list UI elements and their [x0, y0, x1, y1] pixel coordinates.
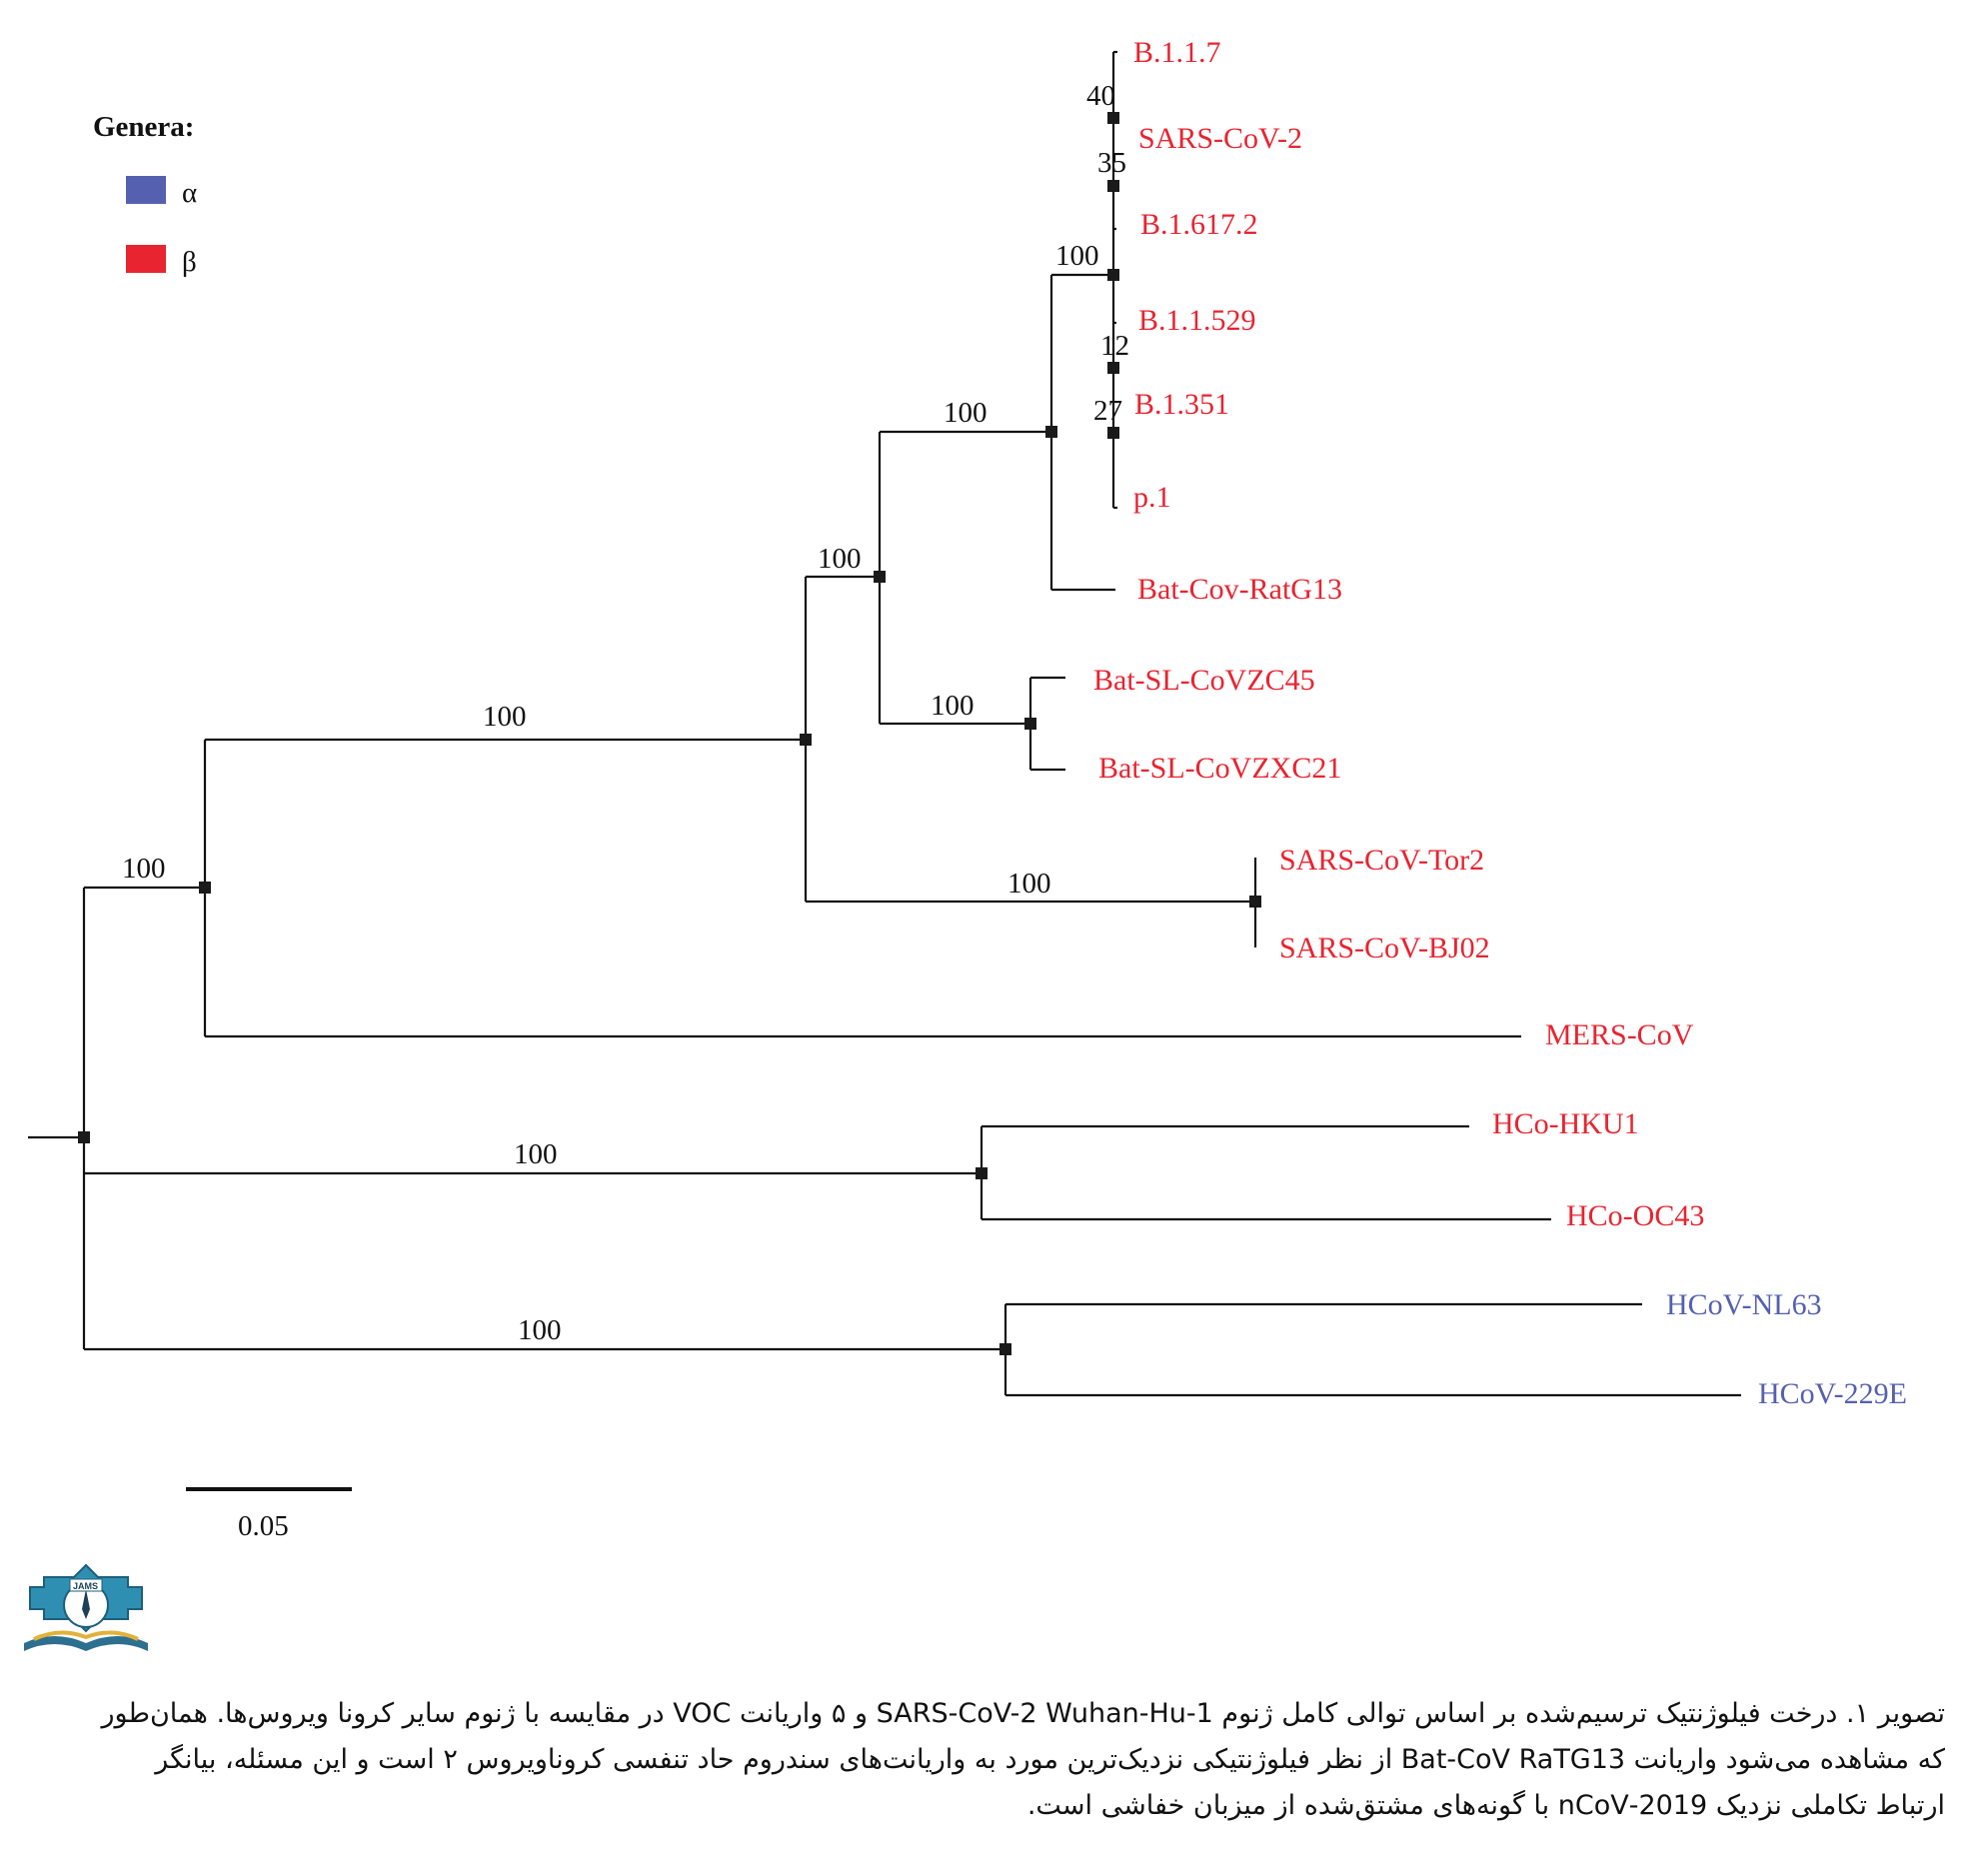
- support-values: 100 100 100 100 100 40 35 12 27 100 100 …: [122, 80, 1129, 1346]
- caption-line: ارتباط تکاملی نزدیک 2019-nCoV با گونه‌ها…: [1026, 1790, 1945, 1821]
- node-marker-cov2-clade: [1107, 269, 1119, 281]
- node-markers: [78, 112, 1261, 1355]
- taxon-label-229e: HCoV-229E: [1758, 1377, 1907, 1410]
- taxon-label-b11529: B.1.1.529: [1138, 304, 1256, 337]
- taxon-label-zc45: Bat-SL-CoVZC45: [1093, 664, 1315, 697]
- legend-title: Genera:: [93, 111, 194, 143]
- support-label: 100: [1007, 868, 1051, 900]
- legend-label-beta: β: [182, 246, 197, 278]
- support-label: 100: [122, 853, 166, 885]
- node-marker-cov2-bats: [874, 571, 886, 583]
- node-marker-zc-clade: [1024, 718, 1036, 730]
- support-label: 100: [818, 543, 862, 575]
- legend-label-alpha: α: [182, 177, 197, 209]
- taxon-label-zxc21: Bat-SL-CoVZXC21: [1098, 752, 1341, 785]
- node-marker-embeco: [976, 1167, 988, 1179]
- node-marker-beta-main: [199, 882, 211, 894]
- caption-line: تصویر ۱. درخت فیلوژنتیک ترسیم‌شده بر اسا…: [101, 1698, 1945, 1729]
- support-label: 100: [518, 1314, 562, 1346]
- support-label: 100: [483, 701, 527, 733]
- legend-swatch-alpha: [126, 176, 166, 204]
- taxon-label-sars-cov-2: SARS-CoV-2: [1138, 122, 1302, 155]
- taxon-label-p1: p.1: [1133, 481, 1171, 514]
- svg-text:JAMS: JAMS: [73, 1581, 98, 1591]
- node-marker-cov2-ratg: [1045, 426, 1057, 438]
- taxon-label-tor2: SARS-CoV-Tor2: [1279, 844, 1484, 877]
- tree-branches: [28, 50, 1741, 1397]
- node-marker-27: [1107, 427, 1119, 439]
- node-marker-40: [1107, 112, 1119, 124]
- jams-logo: JAMS: [24, 1563, 148, 1651]
- node-marker-sarbeco: [800, 734, 812, 746]
- support-label: 100: [931, 690, 975, 722]
- taxon-label-bj02: SARS-CoV-BJ02: [1279, 932, 1490, 964]
- phylogenetic-tree: Genera: α β: [24, 36, 1907, 1651]
- taxon-label-nl63: HCoV-NL63: [1666, 1288, 1822, 1321]
- taxon-label-oc43: HCo-OC43: [1566, 1199, 1704, 1232]
- node-marker-12: [1107, 362, 1119, 374]
- scale-bar-label: 0.05: [238, 1510, 289, 1542]
- support-label: 35: [1097, 147, 1126, 179]
- node-marker-sars1-clade: [1249, 896, 1261, 908]
- node-marker-root: [78, 1131, 90, 1143]
- support-label: 12: [1100, 330, 1129, 362]
- taxon-label-b117: B.1.1.7: [1133, 36, 1221, 69]
- support-label: 27: [1093, 395, 1122, 427]
- legend: Genera: α β: [93, 111, 197, 278]
- taxon-label-hku1: HCo-HKU1: [1492, 1107, 1639, 1140]
- taxon-label-b16172: B.1.617.2: [1140, 208, 1258, 241]
- figure-caption: تصویر ۱. درخت فیلوژنتیک ترسیم‌شده بر اسا…: [26, 1691, 1945, 1829]
- node-marker-alpha: [999, 1343, 1011, 1355]
- legend-swatch-beta: [126, 245, 166, 273]
- taxon-label-b1351: B.1.351: [1134, 388, 1229, 421]
- node-marker-35: [1107, 180, 1119, 192]
- scale-bar: 0.05: [186, 1487, 352, 1542]
- support-label: 100: [944, 397, 988, 429]
- taxon-label-ratg13: Bat-Cov-RatG13: [1137, 573, 1342, 606]
- support-label: 40: [1086, 80, 1115, 112]
- taxon-label-mers: MERS-CoV: [1545, 1018, 1694, 1051]
- support-label: 100: [1055, 240, 1099, 272]
- taxon-labels: B.1.1.7 SARS-CoV-2 B.1.617.2 B.1.1.529 B…: [1093, 36, 1907, 1410]
- support-label: 100: [514, 1138, 558, 1170]
- caption-line: که مشاهده می‌شود واریانت Bat-CoV RaTG13 …: [155, 1744, 1945, 1775]
